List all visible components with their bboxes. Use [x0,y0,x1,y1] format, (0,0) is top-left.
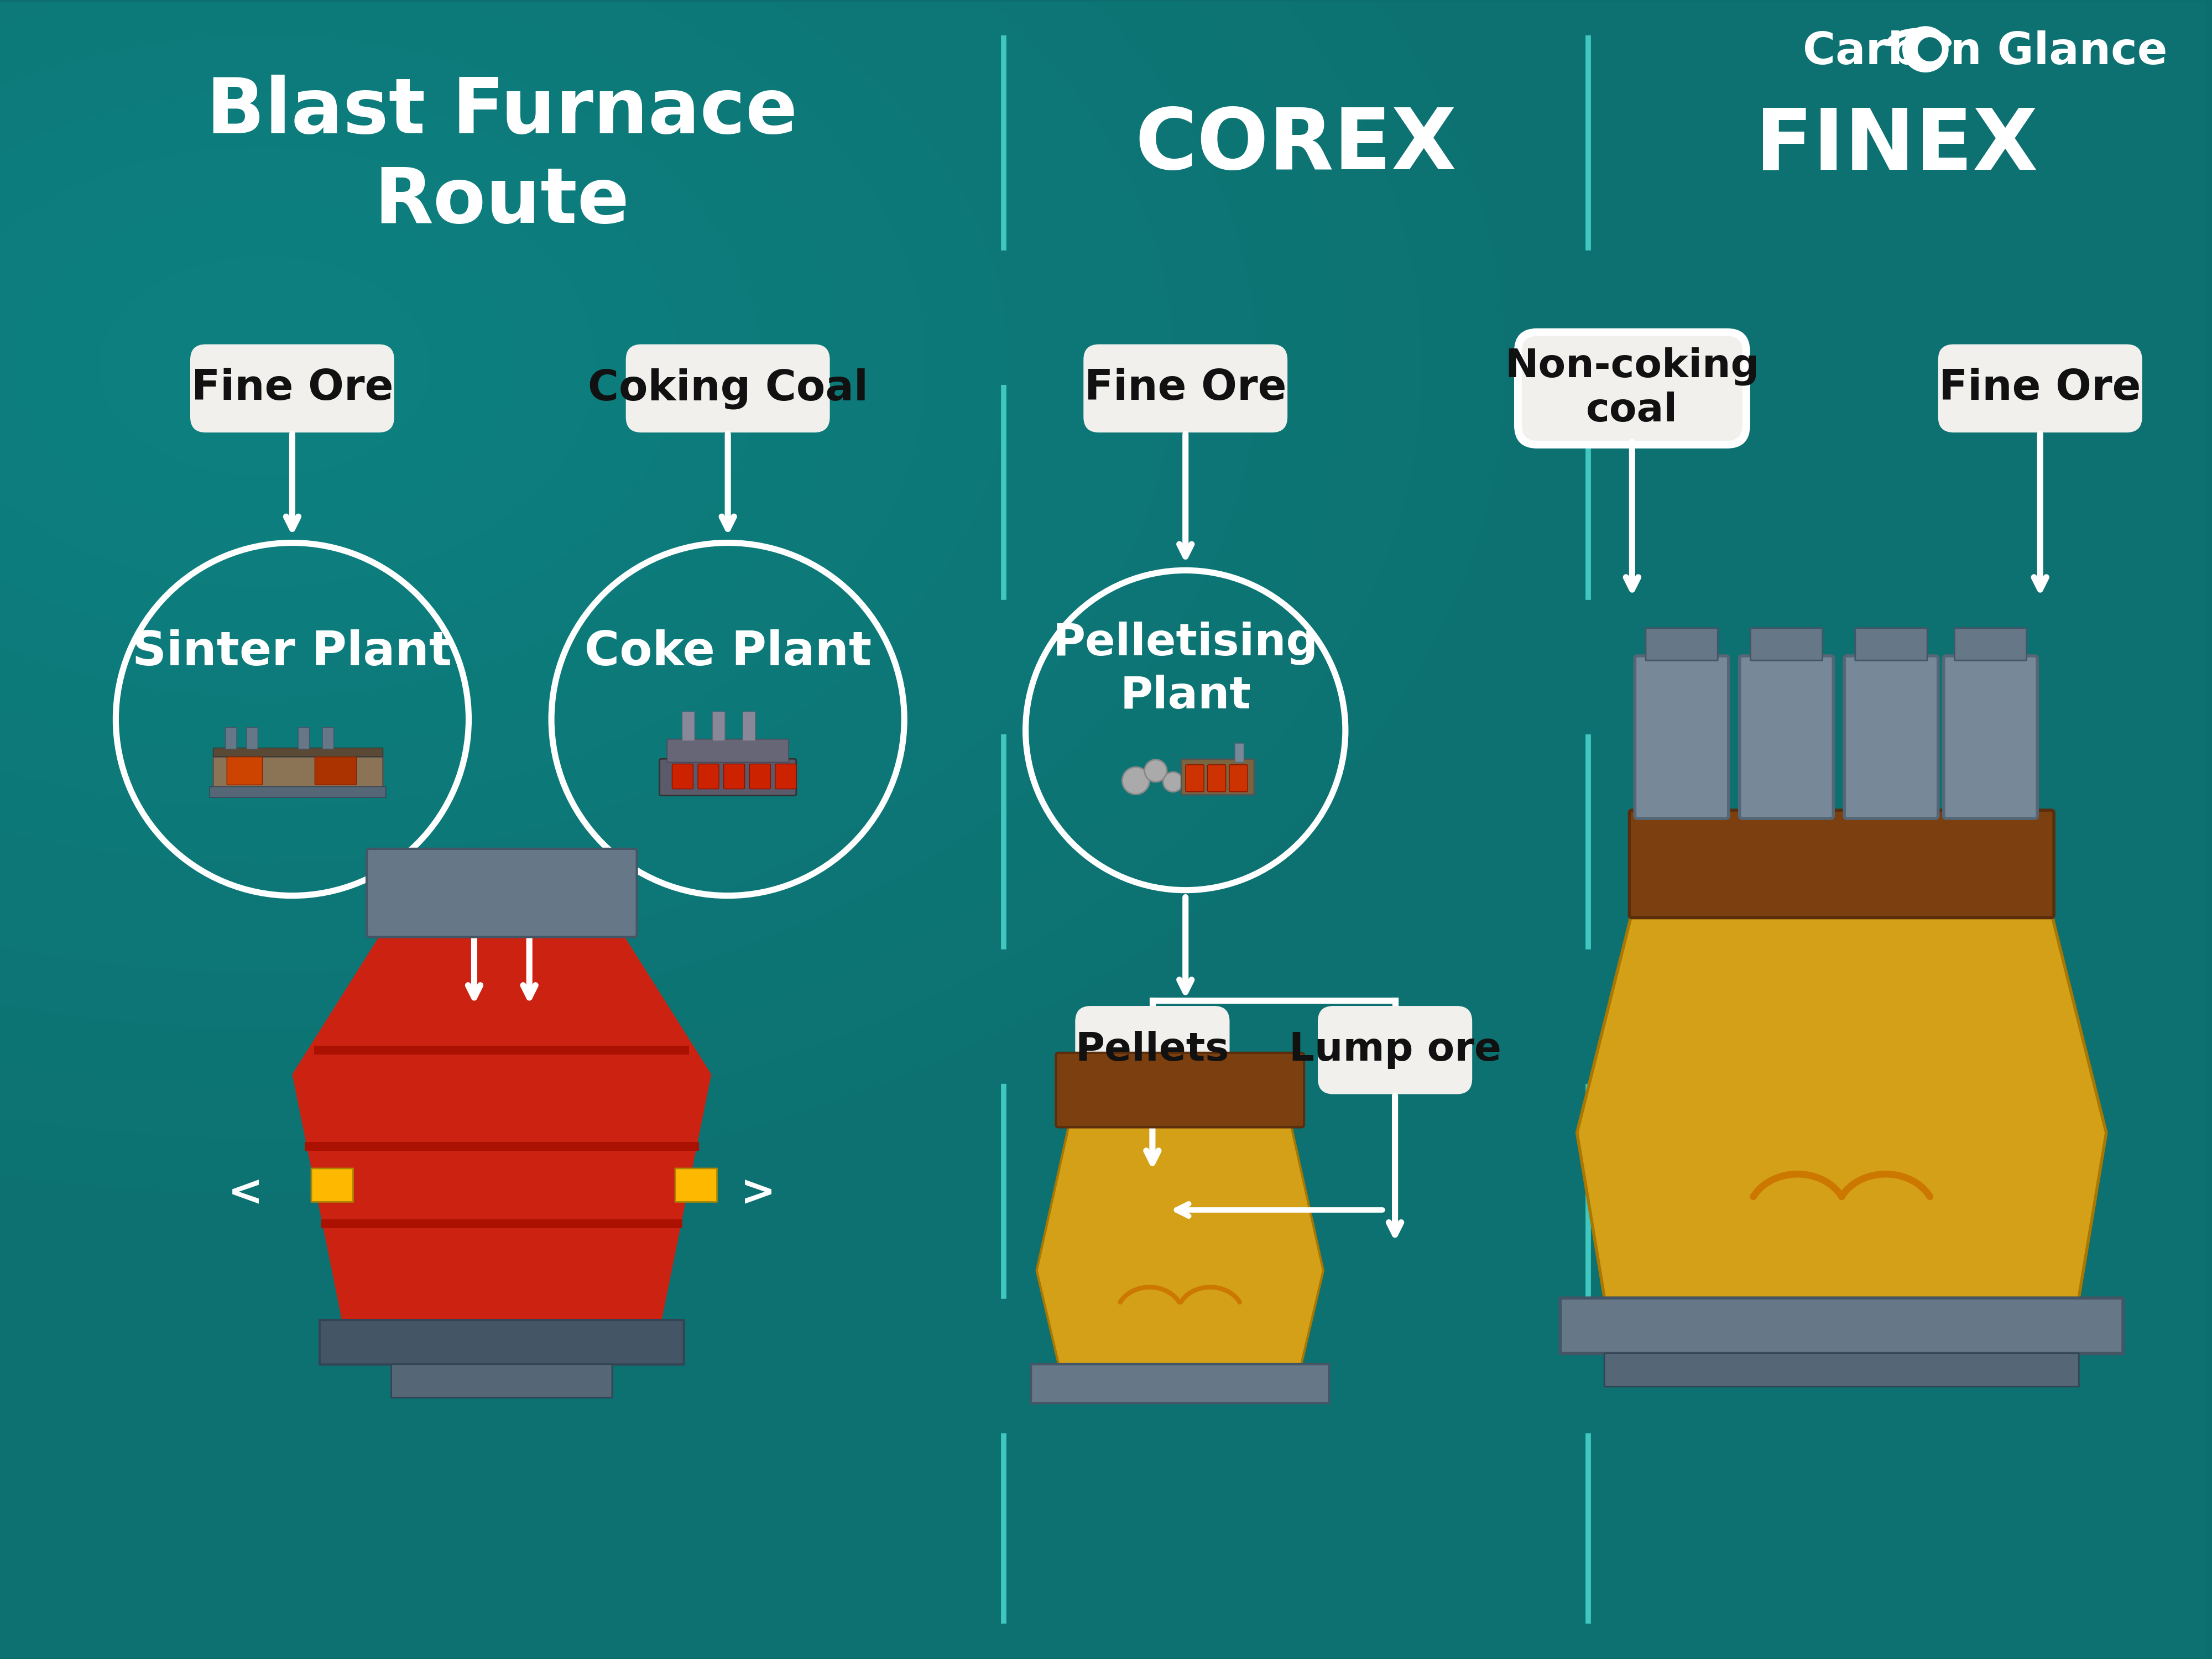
FancyBboxPatch shape [1513,328,1750,448]
FancyBboxPatch shape [1208,765,1225,791]
Circle shape [1121,766,1150,795]
Polygon shape [212,748,383,757]
FancyBboxPatch shape [1955,629,2026,660]
Text: <: < [228,1173,263,1214]
FancyBboxPatch shape [210,786,385,798]
FancyBboxPatch shape [1230,765,1248,791]
FancyBboxPatch shape [668,740,790,761]
Text: Blast Furnace
Route: Blast Furnace Route [206,75,796,239]
Polygon shape [314,1045,690,1055]
FancyBboxPatch shape [1750,629,1823,660]
FancyBboxPatch shape [675,1168,717,1201]
FancyBboxPatch shape [1739,655,1834,818]
FancyBboxPatch shape [712,712,726,742]
Text: Fine Ore: Fine Ore [1940,368,2141,408]
Circle shape [1902,27,1949,73]
FancyBboxPatch shape [314,757,356,785]
Text: Fine Ore: Fine Ore [1084,368,1287,408]
Circle shape [1918,36,1942,61]
Text: Coke Plant: Coke Plant [584,629,872,675]
FancyBboxPatch shape [1944,655,2037,818]
FancyBboxPatch shape [672,763,692,790]
FancyBboxPatch shape [743,712,754,742]
FancyBboxPatch shape [1635,655,1728,818]
FancyBboxPatch shape [774,763,796,790]
FancyBboxPatch shape [1559,1297,2124,1354]
Text: Lump ore: Lump ore [1290,1030,1502,1068]
FancyBboxPatch shape [246,728,259,750]
FancyBboxPatch shape [1181,760,1254,795]
FancyBboxPatch shape [1630,810,2055,917]
FancyBboxPatch shape [681,712,695,742]
Text: Pellets: Pellets [1075,1030,1230,1068]
FancyBboxPatch shape [392,1364,613,1397]
FancyBboxPatch shape [1055,1053,1305,1126]
FancyBboxPatch shape [299,728,310,750]
FancyBboxPatch shape [723,763,745,790]
FancyBboxPatch shape [312,1168,354,1201]
Polygon shape [1037,1121,1323,1364]
Circle shape [1144,760,1168,781]
Polygon shape [292,934,712,1321]
FancyBboxPatch shape [1084,345,1287,433]
Circle shape [1164,771,1183,791]
FancyBboxPatch shape [190,345,394,433]
FancyBboxPatch shape [1938,345,2141,433]
FancyBboxPatch shape [1075,1005,1230,1095]
FancyBboxPatch shape [367,849,637,937]
FancyBboxPatch shape [659,758,796,796]
Text: >: > [741,1173,776,1214]
FancyBboxPatch shape [1318,1005,1473,1095]
FancyBboxPatch shape [1604,1354,2079,1387]
FancyBboxPatch shape [1845,655,1938,818]
FancyBboxPatch shape [750,763,770,790]
FancyBboxPatch shape [226,728,237,750]
Text: Non-coking
coal: Non-coking coal [1504,347,1759,430]
Polygon shape [212,757,383,786]
FancyBboxPatch shape [1234,743,1243,761]
FancyBboxPatch shape [321,1321,684,1364]
Polygon shape [1577,912,2106,1299]
Text: Sinter Plant: Sinter Plant [133,629,451,675]
Text: Pelletising
Plant: Pelletising Plant [1053,620,1318,718]
FancyBboxPatch shape [1031,1364,1329,1404]
FancyBboxPatch shape [1856,629,1927,660]
Text: Carbon Glance: Carbon Glance [1803,30,2168,73]
Polygon shape [305,1141,699,1151]
Text: Coking Coal: Coking Coal [588,368,867,410]
Text: Fine Ore: Fine Ore [190,368,394,408]
FancyBboxPatch shape [626,345,830,433]
FancyBboxPatch shape [699,763,719,790]
FancyBboxPatch shape [1186,765,1203,791]
Polygon shape [321,1219,681,1228]
FancyBboxPatch shape [323,728,334,750]
FancyBboxPatch shape [1522,337,1743,441]
FancyBboxPatch shape [228,757,263,785]
FancyBboxPatch shape [1646,629,1719,660]
Text: COREX: COREX [1135,105,1458,187]
Text: FINEX: FINEX [1756,105,2037,187]
